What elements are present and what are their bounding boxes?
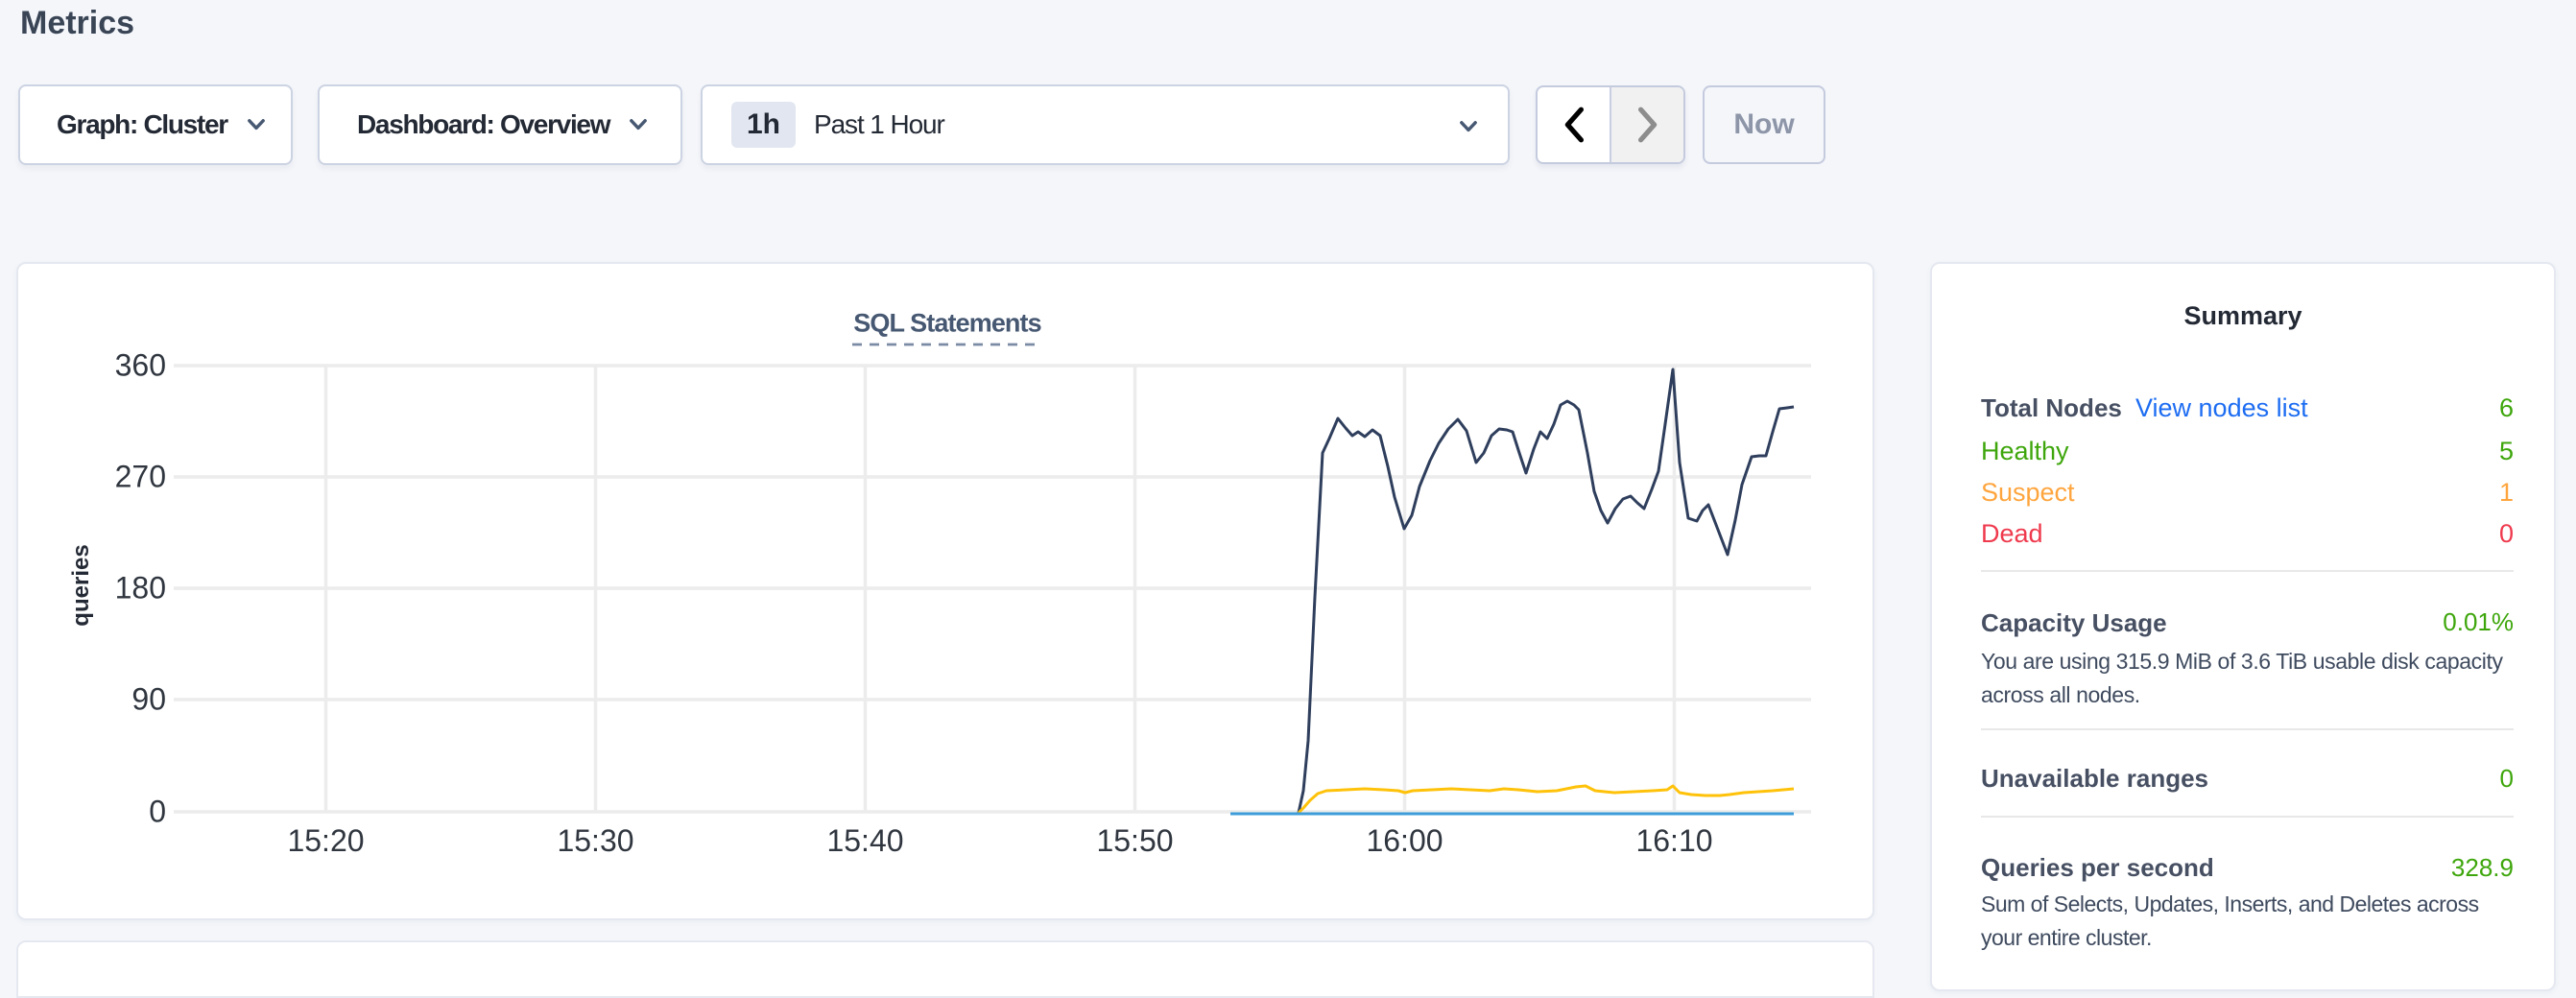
svg-text:15:30: 15:30 [557, 823, 633, 858]
svg-text:16:10: 16:10 [1635, 823, 1712, 858]
svg-text:15:20: 15:20 [287, 823, 364, 858]
svg-text:15:50: 15:50 [1096, 823, 1173, 858]
svg-text:270: 270 [115, 459, 166, 493]
svg-text:15:40: 15:40 [826, 823, 903, 858]
svg-text:90: 90 [131, 681, 166, 716]
svg-text:0: 0 [149, 794, 166, 828]
svg-text:180: 180 [115, 570, 166, 605]
svg-text:16:00: 16:00 [1366, 823, 1443, 858]
svg-text:360: 360 [115, 347, 166, 382]
svg-text:SQL Statements: SQL Statements [853, 309, 1040, 338]
svg-text:queries: queries [68, 544, 94, 626]
